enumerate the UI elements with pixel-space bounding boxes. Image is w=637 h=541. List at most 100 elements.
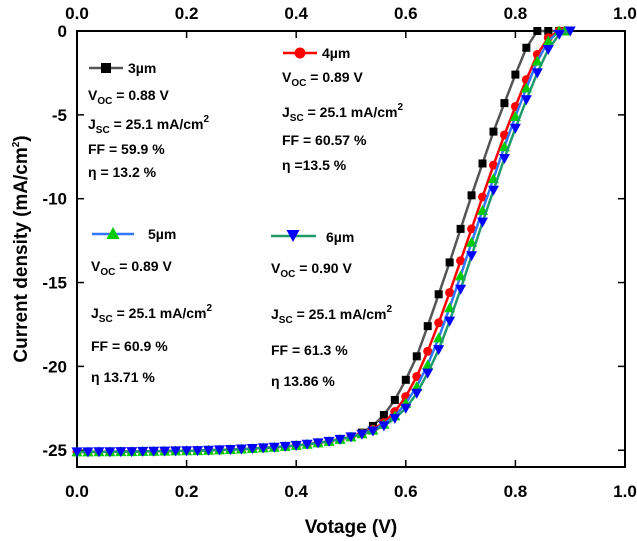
eta-text-5um: η 13.71 % xyxy=(91,369,155,385)
voc-v-symbol: V xyxy=(91,258,101,274)
data-point-6m xyxy=(531,68,543,79)
jsc-sub: SC xyxy=(96,125,110,136)
data-point-6m xyxy=(126,447,138,458)
legend-label-6um: 6µm xyxy=(326,229,354,245)
data-point-6m xyxy=(477,217,489,228)
eta-symbol: η xyxy=(282,157,291,173)
x-tick-label-bottom: 0.0 xyxy=(65,482,89,501)
data-point-3m xyxy=(445,258,454,267)
plot-frame xyxy=(76,30,626,468)
x-tick-label-top: 0.8 xyxy=(504,4,528,23)
jsc-j-symbol: J xyxy=(91,305,99,321)
jsc-sub: SC xyxy=(99,314,113,325)
data-point-3m xyxy=(522,43,531,52)
y-tick-label: -20 xyxy=(42,357,67,376)
voc-value-6um: 0.90 V xyxy=(311,260,352,276)
x-tick-label-top: 0.0 xyxy=(65,4,89,23)
data-point-4m xyxy=(488,160,498,170)
eta-symbol: η xyxy=(88,164,97,180)
x-tick-label-bottom: 0.8 xyxy=(504,482,528,501)
voc-value-4um: 0.89 V xyxy=(322,69,363,85)
jsc-j-symbol: J xyxy=(282,104,290,120)
ff-text-6um: FF = 61.3 % xyxy=(271,342,348,358)
voc-v-symbol: V xyxy=(282,69,292,85)
legend-marker-5um xyxy=(106,227,120,239)
y-tick-label: 0 xyxy=(58,22,67,41)
voc-text-3um: VOC = 0.88 V xyxy=(88,87,169,107)
data-point-6m xyxy=(422,368,434,379)
jsc-text-6um: JSC = 25.1 mA/cm2 xyxy=(271,304,393,326)
data-point-3m xyxy=(489,127,498,136)
data-point-6m xyxy=(498,153,510,164)
data-point-6m xyxy=(400,403,412,414)
jsc-value-6um: 25.1 mA/cm xyxy=(309,306,387,322)
legend-item-5um: 5µm xyxy=(92,226,176,242)
voc-sub: OC xyxy=(280,269,295,280)
x-tick-label-top: 0.2 xyxy=(175,4,199,23)
data-point-6m xyxy=(356,429,368,440)
data-point-3m xyxy=(478,159,487,168)
y-tick-label: -10 xyxy=(42,190,67,209)
x-tick-label-top: 1.0 xyxy=(613,4,637,23)
data-point-6m xyxy=(137,446,149,457)
data-point-6m xyxy=(411,388,423,399)
data-point-6m xyxy=(290,440,302,451)
ff-text-4um: FF = 60.57 % xyxy=(282,132,367,148)
jsc-value-5um: 25.1 mA/cm xyxy=(129,305,207,321)
voc-sub: OC xyxy=(97,96,112,107)
data-point-6m xyxy=(268,442,280,453)
voc-value-5um: 0.89 V xyxy=(131,258,172,274)
voc-text-6um: VOC = 0.90 V xyxy=(271,260,352,280)
data-point-6m xyxy=(564,26,576,37)
data-point-6m xyxy=(553,29,565,40)
axis-ticks: 0.0 0.0 0.2 0.2 0.4 0.4 0.6 0.6 0.8 0.8 1.0 1.0 0 -5 -… xyxy=(42,4,636,501)
data-point-6m xyxy=(148,446,160,457)
x-tick-label-top: 0.4 xyxy=(284,4,308,23)
data-point-4m xyxy=(423,346,433,356)
data-point-6m xyxy=(334,434,346,445)
x-tick-label-bottom: 0.4 xyxy=(284,482,308,501)
data-point-3m xyxy=(434,290,443,299)
data-point-6m xyxy=(235,444,247,455)
data-point-4m xyxy=(412,371,422,381)
jsc-sub: SC xyxy=(290,113,304,124)
x-axis-title: Votage (V) xyxy=(305,517,398,538)
jsc-eq: = xyxy=(293,306,309,322)
data-point-4m xyxy=(478,192,488,202)
data-point-6m xyxy=(224,445,236,456)
jsc-eq: = xyxy=(304,104,320,120)
y-tick-label: -15 xyxy=(42,274,67,293)
y-axis-title-main: Current density (mA/cm xyxy=(11,147,32,362)
jsc-eq: = xyxy=(113,305,129,321)
voc-eq: = xyxy=(306,69,322,85)
data-point-6m xyxy=(181,446,193,457)
jsc-sup: 2 xyxy=(387,304,393,315)
y-axis-title: Current density (mA/cm2) xyxy=(11,135,32,362)
data-point-3m xyxy=(456,224,465,233)
data-point-6m xyxy=(367,426,379,437)
voc-text-4um: VOC = 0.89 V xyxy=(282,69,363,89)
eta-symbol: η xyxy=(271,373,280,389)
voc-text-5um: VOC = 0.89 V xyxy=(91,258,172,278)
eta-value-4um: =13.5 % xyxy=(291,157,347,173)
x-tick-label-bottom: 1.0 xyxy=(613,482,637,501)
x-tick-label-bottom: 0.6 xyxy=(394,482,418,501)
data-point-6m xyxy=(389,413,401,424)
eta-text-4um: η =13.5 % xyxy=(282,157,347,173)
data-point-6m xyxy=(203,445,215,456)
legend-item-6um: 6µm xyxy=(271,229,354,245)
data-point-6m xyxy=(246,444,258,455)
data-point-3m xyxy=(390,395,399,404)
voc-eq: = xyxy=(295,260,311,276)
voc-sub: OC xyxy=(100,267,115,278)
y-tick-label: -5 xyxy=(52,106,67,125)
y-axis-title-close: ) xyxy=(11,135,32,141)
data-point-3m xyxy=(467,191,476,200)
data-point-6m xyxy=(104,447,116,458)
data-point-6m xyxy=(455,284,467,295)
voc-v-symbol: V xyxy=(271,260,281,276)
series-6m xyxy=(71,26,576,458)
jsc-value-4um: 25.1 mA/cm xyxy=(320,104,398,120)
jsc-sub: SC xyxy=(279,315,293,326)
